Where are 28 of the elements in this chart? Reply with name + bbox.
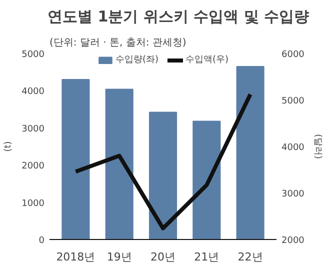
- x-tick-label: 2018년: [56, 250, 96, 264]
- y2-axis-title: (달러): [312, 134, 322, 160]
- y-tick-label: 0: [38, 236, 45, 246]
- y2-tick-label: 5000: [282, 96, 305, 106]
- legend-label: 수입액(우): [186, 54, 229, 66]
- x-tick-label: 19년: [106, 250, 132, 264]
- bar: [236, 66, 264, 240]
- y2-tick-label: 6000: [282, 50, 305, 60]
- chart-title: 연도별 1분기 위스키 수입액 및 수입량: [48, 8, 310, 26]
- y-tick-label: 4000: [22, 87, 45, 98]
- bar: [148, 112, 178, 240]
- bar: [192, 120, 221, 240]
- y2-tick-label: 3000: [282, 190, 305, 200]
- y-tick-label: 5000: [22, 50, 45, 60]
- y2-tick-label: 4000: [282, 143, 305, 153]
- y-tick-label: 2000: [22, 162, 45, 172]
- y2-tick-label: 2000: [282, 236, 305, 246]
- y-tick-label: 3000: [22, 124, 45, 134]
- y-axis-title: (t): [4, 141, 14, 152]
- legend-label: 수입량(좌): [115, 54, 158, 66]
- y-tick-label: 1000: [22, 198, 45, 209]
- x-tick-label: 21년: [194, 250, 220, 264]
- line-series: [74, 92, 252, 230]
- x-tick-label: 20년: [150, 250, 176, 264]
- bar: [105, 88, 134, 240]
- chart-subtitle: (단위: 달러 · 톤, 출처: 관세청): [50, 38, 186, 48]
- bar: [62, 79, 90, 240]
- x-tick-label: 22년: [238, 250, 263, 264]
